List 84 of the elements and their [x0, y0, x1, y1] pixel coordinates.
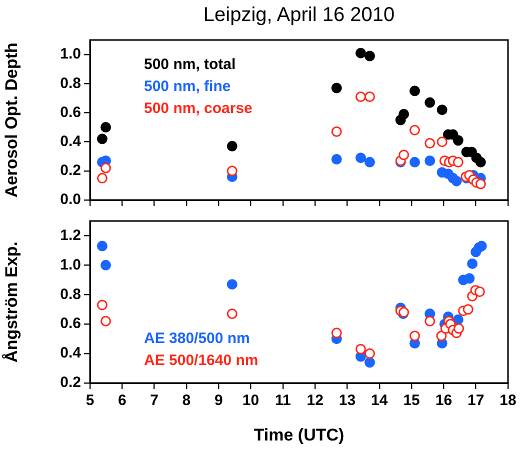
y-tick-label: 0.6	[60, 104, 81, 121]
text: AE 380/500 nm	[144, 330, 250, 348]
x-tick-label: 7	[150, 392, 158, 410]
point	[464, 273, 475, 284]
point	[476, 240, 487, 252]
point	[424, 97, 436, 108]
point	[100, 316, 112, 326]
point	[364, 357, 375, 368]
point	[331, 154, 342, 165]
point	[410, 124, 420, 136]
y-tick-label: 1.0	[60, 46, 81, 63]
point	[100, 122, 112, 133]
point	[410, 86, 420, 96]
point	[96, 172, 108, 184]
point	[467, 258, 478, 269]
x-tick-label: 8	[182, 392, 191, 410]
point	[436, 104, 448, 116]
point	[100, 162, 112, 174]
point	[226, 166, 238, 176]
y-axis-title: Ångström Exp.	[2, 242, 21, 362]
point	[424, 316, 436, 326]
x-tick-label: 5	[86, 392, 94, 410]
point	[364, 348, 375, 359]
point	[410, 330, 420, 342]
point	[474, 286, 485, 297]
point	[452, 135, 464, 146]
x-axis-title: Time (UTC)	[254, 425, 344, 444]
x-tick-label: 6	[118, 392, 126, 410]
point	[100, 260, 112, 270]
x-tick-label: 14	[371, 392, 388, 410]
y-tick-label: 0.4	[60, 132, 82, 150]
point	[96, 240, 108, 252]
x-tick-label: 15	[403, 392, 420, 410]
x-tick-label: 11	[274, 392, 291, 410]
point	[424, 138, 436, 149]
point	[96, 300, 108, 310]
point	[364, 91, 375, 102]
point	[475, 156, 486, 168]
point	[398, 108, 410, 120]
point	[454, 323, 464, 334]
y-tick-label: 0.2	[60, 162, 81, 180]
point	[451, 176, 462, 186]
x-tick-label: 13	[338, 392, 356, 410]
point	[355, 48, 366, 58]
y-tick-label: 0.8	[60, 74, 81, 92]
point	[331, 126, 342, 137]
point	[364, 50, 375, 62]
point	[410, 156, 420, 168]
point	[226, 140, 238, 152]
x-tick-label: 9	[214, 392, 223, 410]
point	[355, 91, 366, 102]
text: 500 nm, fine	[144, 78, 231, 96]
point	[364, 156, 375, 168]
point	[436, 136, 448, 148]
y-tick-label: 0.6	[60, 315, 81, 332]
y-tick-label: 0.2	[60, 374, 81, 392]
y-tick-label: 1.0	[60, 256, 81, 274]
point	[398, 150, 410, 160]
chart-title: Leipzig, April 16 2010	[202, 4, 396, 27]
point	[331, 328, 342, 338]
point	[226, 308, 238, 320]
x-tick-label: 10	[242, 392, 260, 410]
text: AE 500/1640 nm	[144, 352, 258, 370]
y-tick-label: 0.0	[60, 191, 81, 208]
x-tick-label: 18	[500, 392, 516, 410]
point	[331, 82, 342, 94]
x-tick-label: 17	[468, 392, 484, 410]
text: 500 nm, total	[144, 56, 236, 74]
point	[96, 134, 108, 144]
y-tick-label: 0.4	[60, 344, 82, 362]
text: 500 nm, coarse	[144, 100, 252, 118]
point	[462, 304, 474, 315]
point	[424, 155, 436, 166]
y-tick-label: 0.8	[60, 286, 81, 303]
x-tick-label: 16	[435, 392, 452, 410]
y-tick-label: 1.2	[60, 226, 81, 244]
point	[452, 156, 464, 168]
point	[475, 178, 486, 190]
y-axis-title: Aerosol Opt. Depth	[2, 42, 21, 198]
x-tick-label: 12	[306, 392, 324, 410]
point	[226, 279, 238, 290]
point	[355, 344, 366, 354]
point	[355, 152, 366, 164]
point	[436, 330, 447, 342]
